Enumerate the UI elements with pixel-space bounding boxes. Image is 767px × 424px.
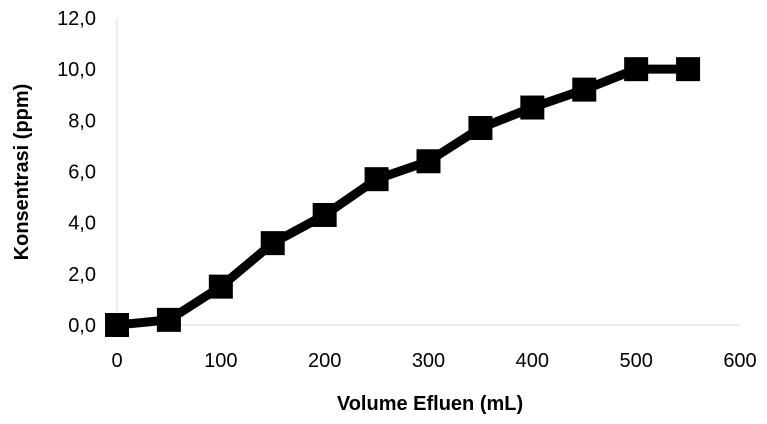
y-tick-label: 0,0 xyxy=(68,315,96,337)
data-point-marker xyxy=(676,57,701,82)
y-tick-label: 12,0 xyxy=(57,8,96,30)
y-tick-label: 2,0 xyxy=(68,264,96,286)
series-layer xyxy=(105,57,701,337)
x-tick-label: 500 xyxy=(619,350,652,372)
y-tick-label: 6,0 xyxy=(68,162,96,184)
axes xyxy=(116,18,740,326)
x-tick-label: 200 xyxy=(308,350,341,372)
data-point-marker xyxy=(156,307,181,332)
series-line xyxy=(112,64,693,330)
x-tick-label: 400 xyxy=(516,350,549,372)
data-point-marker xyxy=(260,231,285,256)
data-point-marker xyxy=(364,167,389,192)
y-tick-label: 10,0 xyxy=(57,59,96,81)
x-tick-label: 300 xyxy=(412,350,445,372)
y-tick-label: 4,0 xyxy=(68,213,96,235)
x-tick-label: 600 xyxy=(723,350,756,372)
data-point-marker xyxy=(416,149,441,174)
data-point-marker xyxy=(312,202,337,227)
x-axis-label: Volume Efluen (mL) xyxy=(337,393,523,415)
data-point-marker xyxy=(520,95,545,120)
data-point-marker xyxy=(105,313,129,337)
tick-labels: 0 100 200 300 400 500 600 0,0 2,0 4,0 6,0 8,0 10,0 12… xyxy=(57,8,757,372)
data-point-marker xyxy=(624,57,649,82)
data-point-marker xyxy=(468,116,493,141)
data-point-marker xyxy=(572,77,597,102)
x-tick-label: 100 xyxy=(204,350,237,372)
x-tick-label: 0 xyxy=(111,350,122,372)
y-axis-label: Konsentrasi (ppm) xyxy=(11,84,33,261)
y-tick-label: 8,0 xyxy=(68,110,96,132)
data-point-marker xyxy=(208,274,233,299)
